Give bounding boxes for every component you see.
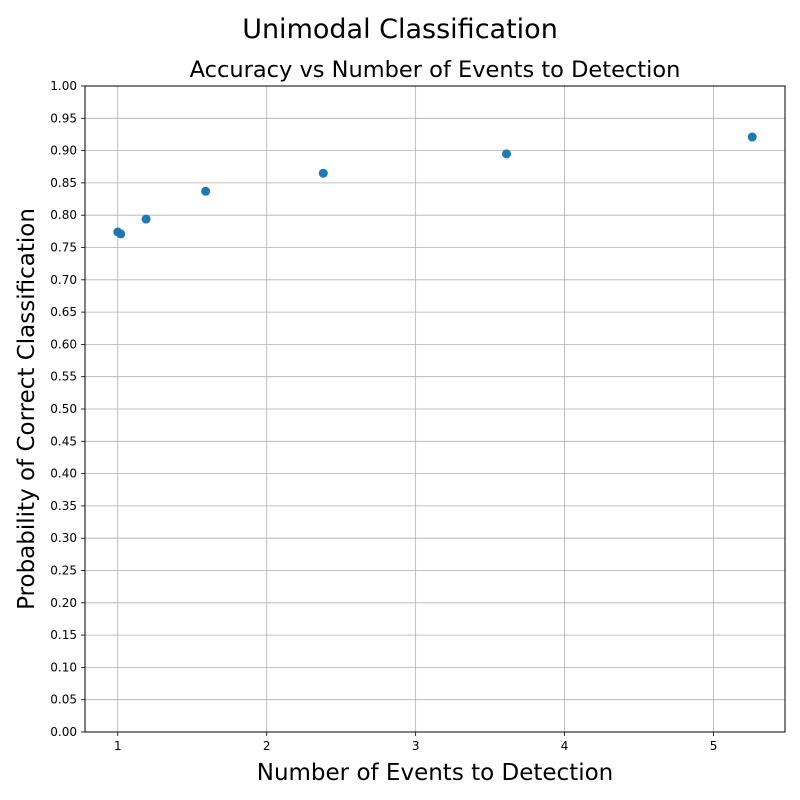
ticks-layer: 1 2 3 4 5 0.00 0.05 0.10 0.15 0.20 0.25 0.30 0.35 0.4… <box>50 79 717 753</box>
y-tick-label: 0.05 <box>50 693 77 707</box>
y-tick-label: 0.00 <box>50 725 77 739</box>
grid-layer <box>85 85 785 733</box>
scatter-point <box>501 149 511 159</box>
plot-frame <box>84 85 786 733</box>
scatter-point <box>201 186 211 196</box>
y-tick-label: 0.20 <box>50 596 77 610</box>
y-tick-label: 0.15 <box>50 628 77 642</box>
y-tick-label: 0.60 <box>50 337 77 351</box>
x-axis-label: Number of Events to Detection <box>257 760 614 786</box>
x-tick-label: 1 <box>114 739 122 753</box>
y-tick-label: 0.30 <box>50 531 77 545</box>
y-tick-label: 0.75 <box>50 241 77 255</box>
x-tick-label: 4 <box>561 739 569 753</box>
x-tick-label: 2 <box>263 739 271 753</box>
x-tick-label: 3 <box>412 739 420 753</box>
scatter-point <box>318 168 328 178</box>
y-tick-label: 0.55 <box>50 370 77 384</box>
y-tick-label: 1.00 <box>50 79 77 93</box>
y-tick-label: 0.90 <box>50 144 77 158</box>
y-tick-label: 0.40 <box>50 467 77 481</box>
y-tick-label: 0.70 <box>50 273 77 287</box>
y-tick-label: 0.95 <box>50 111 77 125</box>
y-axis-label: Probability of Correct Classification <box>14 208 40 610</box>
y-tick-label: 0.35 <box>50 499 77 513</box>
y-tick-label: 0.10 <box>50 660 77 674</box>
y-tick-label: 0.80 <box>50 208 77 222</box>
y-tick-label: 0.50 <box>50 402 77 416</box>
scatter-point <box>747 132 757 142</box>
points-layer <box>113 132 757 239</box>
y-tick-label: 0.65 <box>50 305 77 319</box>
y-tick-label: 0.45 <box>50 434 77 448</box>
chart-title: Accuracy vs Number of Events to Detectio… <box>190 57 681 83</box>
scatter-point <box>141 214 151 224</box>
scatter-point <box>116 229 126 239</box>
y-tick-label: 0.25 <box>50 564 77 578</box>
y-tick-label: 0.85 <box>50 176 77 190</box>
figure-title: Unimodal Classification <box>242 14 558 45</box>
x-tick-label: 5 <box>710 739 718 753</box>
